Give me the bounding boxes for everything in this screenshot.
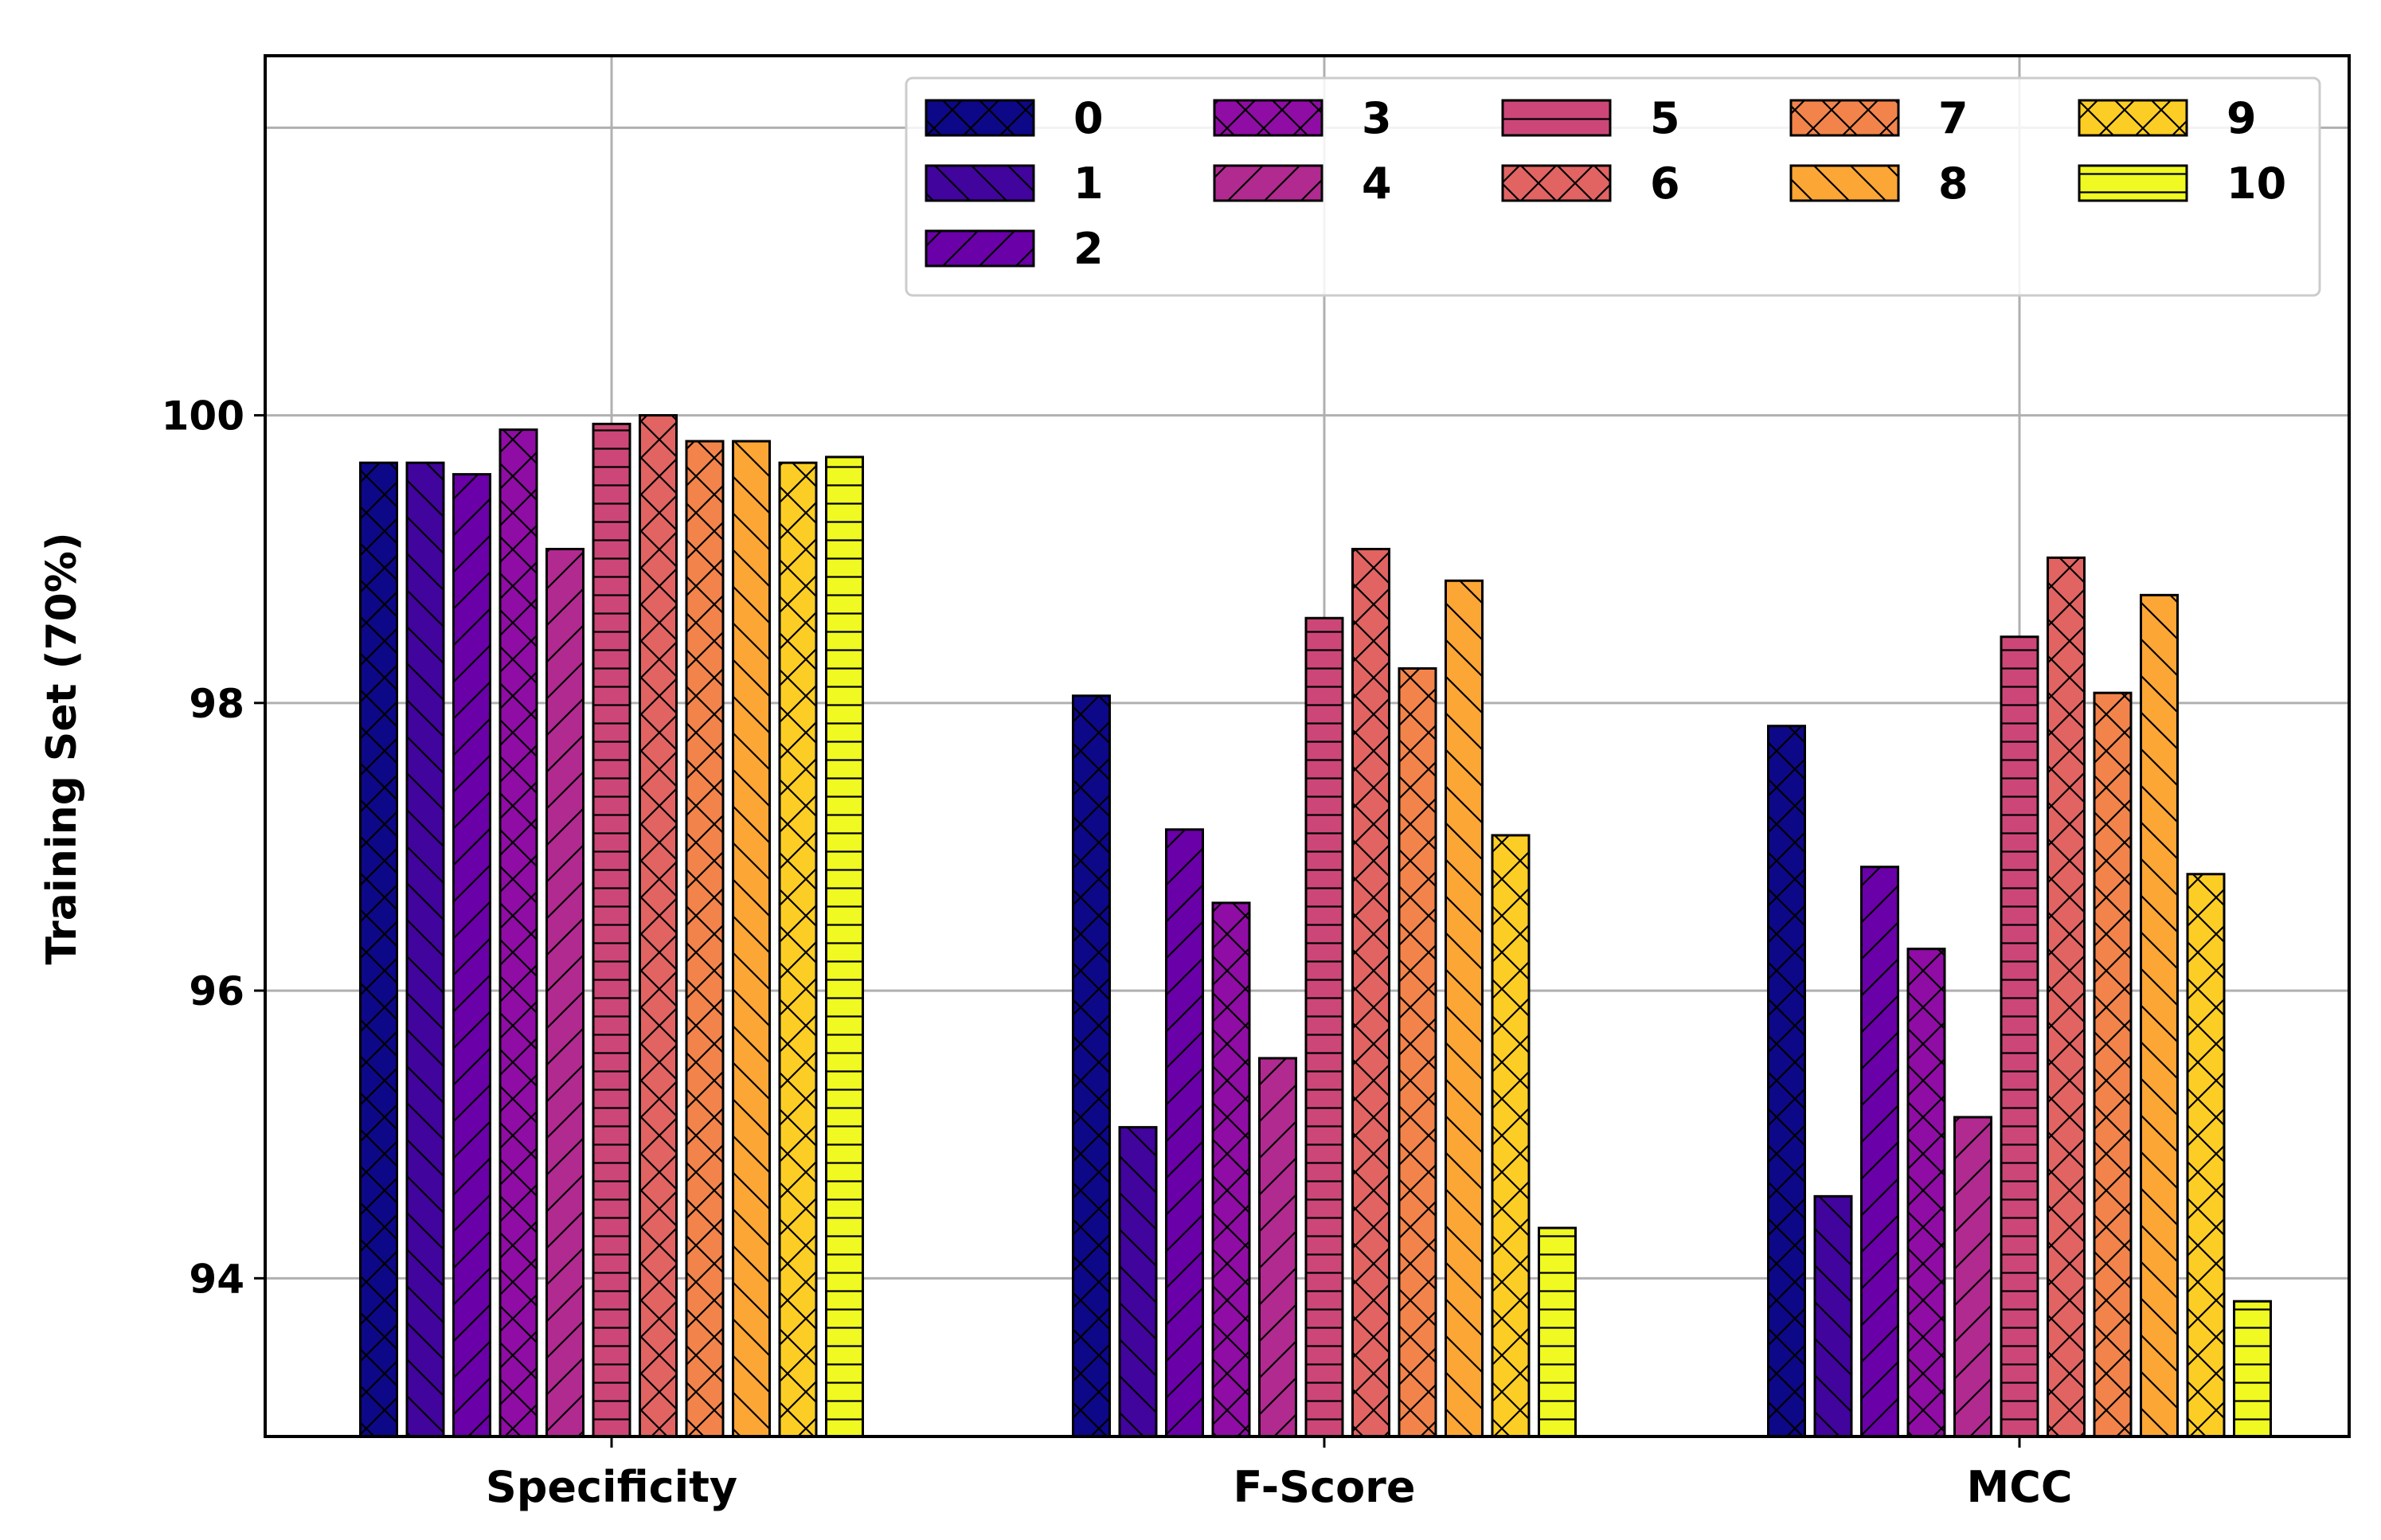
bar-specificity-series-4 bbox=[545, 548, 584, 1438]
bar-f-score-series-4 bbox=[1258, 1057, 1297, 1438]
bar-mcc-series-2 bbox=[1860, 866, 1899, 1438]
legend-swatch-3 bbox=[1213, 99, 1323, 137]
legend-swatch-7 bbox=[1789, 99, 1900, 137]
legend-label: 2 bbox=[1073, 224, 1104, 274]
legend-swatch-2 bbox=[925, 229, 1035, 268]
bar-f-score-series-7 bbox=[1398, 666, 1437, 1438]
y-tick-label: 94 bbox=[189, 1256, 244, 1302]
bar-specificity-series-1 bbox=[405, 461, 445, 1438]
x-tick-label: MCC bbox=[1967, 1462, 2073, 1512]
legend-label: 8 bbox=[1938, 158, 1969, 209]
bar-specificity-series-0 bbox=[359, 461, 398, 1438]
legend-label: 6 bbox=[1650, 158, 1680, 209]
legend-swatch-8 bbox=[1789, 164, 1900, 202]
bar-mcc-series-3 bbox=[1906, 948, 1946, 1438]
bar-f-score-series-0 bbox=[1072, 694, 1111, 1438]
bar-specificity-series-5 bbox=[592, 422, 631, 1438]
bar-mcc-series-9 bbox=[2186, 873, 2226, 1438]
bar-f-score-series-8 bbox=[1445, 579, 1484, 1438]
legend-swatch-1 bbox=[925, 164, 1035, 202]
legend: 0 1 2 3 4 5 6 7 8 9 10 bbox=[905, 76, 2321, 297]
bar-f-score-series-6 bbox=[1351, 548, 1390, 1438]
legend-swatch-0 bbox=[925, 99, 1035, 137]
legend-swatch-10 bbox=[2078, 164, 2188, 202]
x-tick-label: Specificity bbox=[486, 1462, 737, 1512]
legend-swatch-5 bbox=[1501, 99, 1612, 137]
y-tick-label: 98 bbox=[189, 681, 244, 727]
bar-mcc-series-4 bbox=[1953, 1116, 1992, 1438]
bar-f-score-series-3 bbox=[1211, 901, 1251, 1438]
plot-frame bbox=[264, 54, 2351, 1438]
bar-f-score-series-10 bbox=[1538, 1226, 1577, 1438]
bar-specificity-series-8 bbox=[732, 440, 771, 1438]
legend-swatch-9 bbox=[2078, 99, 2188, 137]
bar-mcc-series-1 bbox=[1813, 1194, 1853, 1438]
legend-swatch-6 bbox=[1501, 164, 1612, 202]
bar-f-score-series-9 bbox=[1491, 834, 1531, 1438]
bar-specificity-series-2 bbox=[452, 473, 491, 1438]
bar-mcc-series-8 bbox=[2140, 593, 2179, 1438]
bar-f-score-series-5 bbox=[1304, 616, 1344, 1438]
y-tick-label: 100 bbox=[162, 393, 244, 440]
legend-label: 3 bbox=[1362, 93, 1392, 143]
bar-mcc-series-5 bbox=[2000, 635, 2039, 1438]
bar-mcc-series-6 bbox=[2047, 556, 2086, 1438]
legend-label: 9 bbox=[2227, 93, 2257, 143]
legend-label: 7 bbox=[1938, 93, 1969, 143]
y-tick-label: 96 bbox=[189, 968, 244, 1014]
legend-label: 4 bbox=[1362, 158, 1392, 209]
x-tick-label: F-Score bbox=[1234, 1462, 1416, 1512]
bar-f-score-series-1 bbox=[1118, 1126, 1158, 1438]
bar-specificity-series-3 bbox=[498, 428, 538, 1438]
legend-label: 1 bbox=[1073, 158, 1104, 209]
legend-swatch-4 bbox=[1213, 164, 1323, 202]
bar-specificity-series-10 bbox=[825, 455, 864, 1438]
bars bbox=[359, 414, 2272, 1438]
bar-mcc-series-0 bbox=[1767, 725, 1806, 1438]
legend-label: 10 bbox=[2227, 158, 2286, 209]
axes: 94 96 98 100 Specificity F-Score MCC bbox=[162, 393, 2073, 1512]
legend-label: 0 bbox=[1073, 93, 1104, 143]
bar-specificity-series-6 bbox=[639, 414, 678, 1438]
bar-f-score-series-2 bbox=[1165, 828, 1204, 1438]
legend-label: 5 bbox=[1650, 93, 1680, 143]
y-axis-label: Training Set (70%) bbox=[38, 532, 86, 964]
bar-specificity-series-9 bbox=[778, 461, 818, 1438]
bar-mcc-series-10 bbox=[2233, 1300, 2272, 1438]
bar-specificity-series-7 bbox=[685, 440, 725, 1438]
bar-mcc-series-7 bbox=[2093, 691, 2133, 1438]
